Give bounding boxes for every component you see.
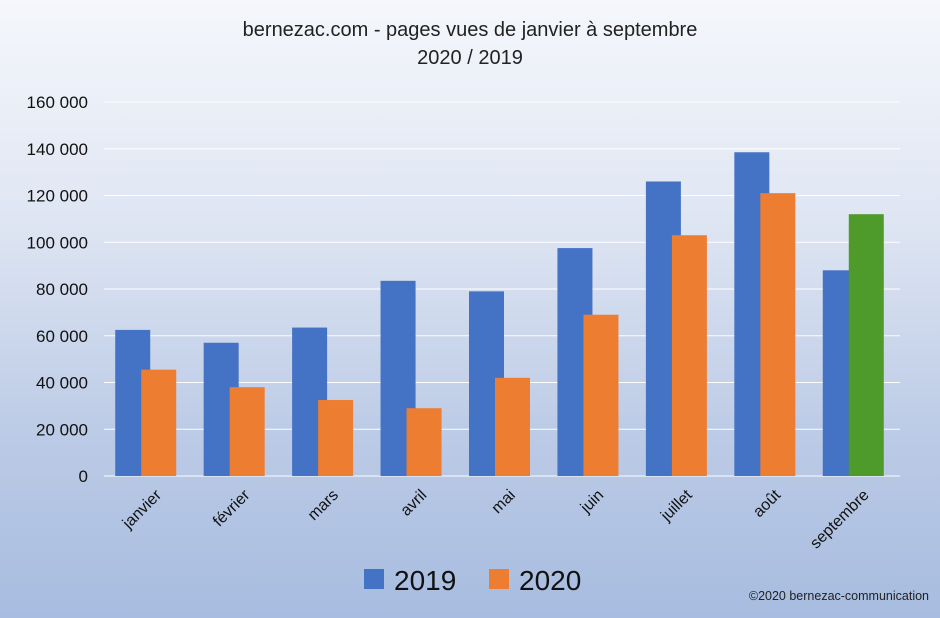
y-tick-label: 120 000 — [27, 187, 88, 206]
legend-label-2019: 2019 — [394, 565, 456, 596]
legend: 2019 2020 — [364, 565, 581, 596]
x-tick-label: juin — [577, 487, 607, 517]
x-tick-label: juillet — [657, 486, 696, 525]
bar-2020-février — [229, 387, 265, 476]
bar-2020-août — [760, 193, 796, 476]
bar-2020-mars — [318, 400, 354, 476]
x-tick-label: mars — [305, 487, 342, 524]
x-tick-label: août — [750, 486, 784, 520]
bar-2020-mai — [495, 377, 530, 476]
bar-2020-septembre — [848, 214, 884, 476]
y-tick-label: 60 000 — [36, 327, 88, 346]
copyright-credit: ©2020 bernezac-communication — [749, 589, 929, 603]
chart-title: bernezac.com - pages vues de janvier à s… — [243, 19, 698, 41]
y-tick-label: 20 000 — [36, 420, 88, 439]
y-tick-label: 100 000 — [27, 233, 88, 252]
y-tick-label: 40 000 — [36, 374, 88, 393]
x-axis-categories: janvier février mars avril mai juin juillet aoû… — [119, 486, 873, 552]
x-tick-label: septembre — [807, 487, 873, 553]
bar-2020-avril — [406, 408, 442, 476]
x-tick-label: janvier — [119, 486, 166, 533]
bar-2020-juillet — [671, 235, 707, 476]
y-axis-ticks: 0 20 000 40 000 60 000 80 000 100 000 120 000 1… — [27, 93, 88, 486]
y-tick-label: 160 000 — [27, 93, 88, 112]
chart-subtitle: 2020 / 2019 — [417, 47, 523, 69]
y-tick-label: 80 000 — [36, 280, 88, 299]
bars — [115, 152, 884, 476]
bar-2020-juin — [583, 314, 619, 476]
y-tick-label: 140 000 — [27, 140, 88, 159]
legend-swatch-2019 — [364, 569, 384, 589]
x-tick-label: mai — [489, 487, 519, 517]
x-tick-label: avril — [398, 487, 431, 520]
y-tick-label: 0 — [79, 467, 88, 486]
x-tick-label: février — [210, 486, 254, 530]
bar-2020-janvier — [141, 369, 177, 476]
legend-swatch-2020 — [489, 569, 509, 589]
legend-label-2020: 2020 — [519, 565, 581, 596]
